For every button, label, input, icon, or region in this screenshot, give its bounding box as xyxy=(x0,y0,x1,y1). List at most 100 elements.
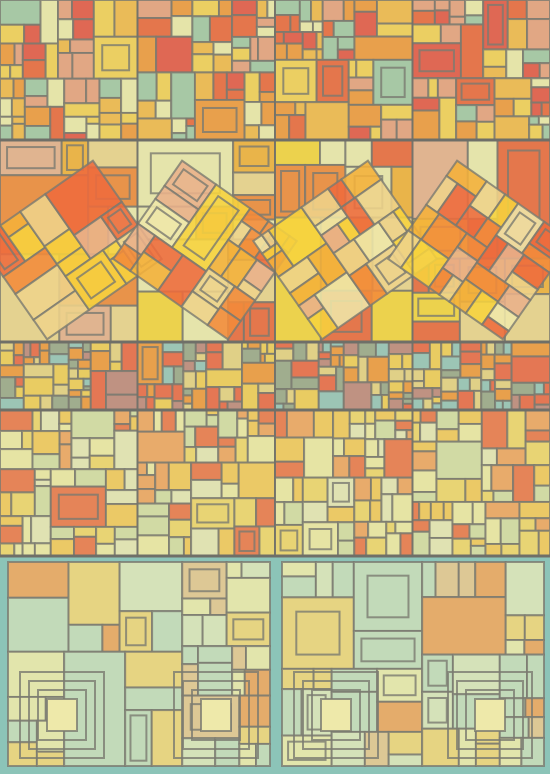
tile xyxy=(205,351,224,371)
tile xyxy=(474,561,507,599)
tile xyxy=(524,410,550,432)
tile xyxy=(457,727,477,767)
tile xyxy=(506,410,527,450)
tile xyxy=(506,18,529,51)
tile xyxy=(455,120,478,140)
tile xyxy=(480,315,511,341)
tile xyxy=(469,537,487,547)
tile xyxy=(534,517,550,532)
band-grid xyxy=(0,410,550,556)
tile xyxy=(301,31,318,51)
tile xyxy=(167,461,193,492)
tile xyxy=(512,97,533,118)
tile xyxy=(11,115,26,125)
inset xyxy=(201,106,238,133)
tile xyxy=(301,521,340,556)
tile xyxy=(357,355,369,384)
tile xyxy=(0,77,15,100)
tile xyxy=(369,476,383,502)
tile xyxy=(317,390,345,410)
tile xyxy=(0,515,24,527)
tile xyxy=(533,381,545,396)
tile xyxy=(172,365,185,386)
tile xyxy=(482,48,508,68)
tile xyxy=(190,527,220,556)
tile xyxy=(33,542,52,556)
tile xyxy=(542,381,550,396)
tile xyxy=(57,38,72,54)
tile xyxy=(225,71,246,91)
tile xyxy=(303,436,335,479)
tile xyxy=(11,122,26,140)
tile xyxy=(274,501,286,526)
tile xyxy=(136,430,186,464)
tile xyxy=(101,623,121,653)
tile xyxy=(500,542,521,556)
tile xyxy=(396,476,414,496)
tile xyxy=(372,58,414,106)
tile xyxy=(352,629,424,670)
tile xyxy=(231,645,247,671)
tile xyxy=(274,388,288,405)
tile xyxy=(370,381,382,397)
tile xyxy=(464,477,483,503)
tile xyxy=(246,419,260,438)
inset xyxy=(487,3,504,46)
tile xyxy=(246,435,277,464)
tile xyxy=(411,342,431,355)
tile xyxy=(370,394,383,410)
tile xyxy=(440,355,462,372)
tile xyxy=(72,18,95,41)
tile xyxy=(0,396,25,410)
tile xyxy=(150,709,184,767)
tile xyxy=(525,0,550,21)
tile xyxy=(168,536,185,556)
tile xyxy=(136,99,157,120)
tile xyxy=(282,31,304,45)
tile xyxy=(183,446,198,464)
tile xyxy=(260,101,276,127)
tile xyxy=(257,382,277,395)
tile xyxy=(347,125,372,140)
tile xyxy=(402,380,414,394)
tile xyxy=(380,118,398,140)
tile xyxy=(480,379,492,393)
tile xyxy=(399,532,414,556)
tile xyxy=(421,596,507,656)
tile xyxy=(375,0,414,25)
rotated-block xyxy=(251,159,439,341)
tile xyxy=(357,342,377,358)
tile xyxy=(411,410,422,424)
tile xyxy=(469,544,487,556)
tile xyxy=(98,123,123,140)
tile xyxy=(411,352,431,371)
tile xyxy=(391,493,414,523)
tile xyxy=(387,353,404,371)
tile xyxy=(428,519,454,539)
tile xyxy=(209,597,228,617)
nested xyxy=(200,698,232,732)
tile xyxy=(528,123,544,140)
tile xyxy=(13,542,24,556)
tile xyxy=(185,117,196,128)
tile xyxy=(281,561,317,578)
nested xyxy=(182,680,250,750)
tile xyxy=(518,500,550,520)
tile xyxy=(484,542,503,556)
tile xyxy=(274,347,295,362)
tile xyxy=(353,520,370,539)
tile xyxy=(380,103,414,121)
tile xyxy=(88,437,116,457)
tile xyxy=(376,700,424,733)
tile xyxy=(510,381,536,396)
tile xyxy=(181,737,217,767)
tile xyxy=(522,62,541,80)
tile xyxy=(518,393,536,410)
tile xyxy=(0,364,25,379)
inset xyxy=(279,529,299,552)
tile xyxy=(352,561,424,632)
tile xyxy=(459,363,483,379)
tile xyxy=(49,538,76,556)
tile xyxy=(480,353,496,371)
tile xyxy=(63,77,88,105)
